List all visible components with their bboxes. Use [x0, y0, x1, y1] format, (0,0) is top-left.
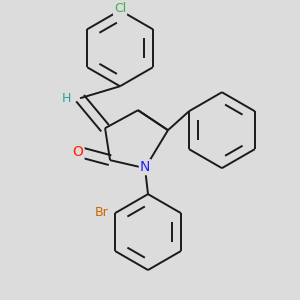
Text: H: H [61, 92, 71, 105]
Text: Br: Br [94, 206, 108, 219]
Text: Cl: Cl [114, 2, 126, 15]
Text: N: N [140, 160, 150, 174]
Text: O: O [73, 145, 83, 159]
